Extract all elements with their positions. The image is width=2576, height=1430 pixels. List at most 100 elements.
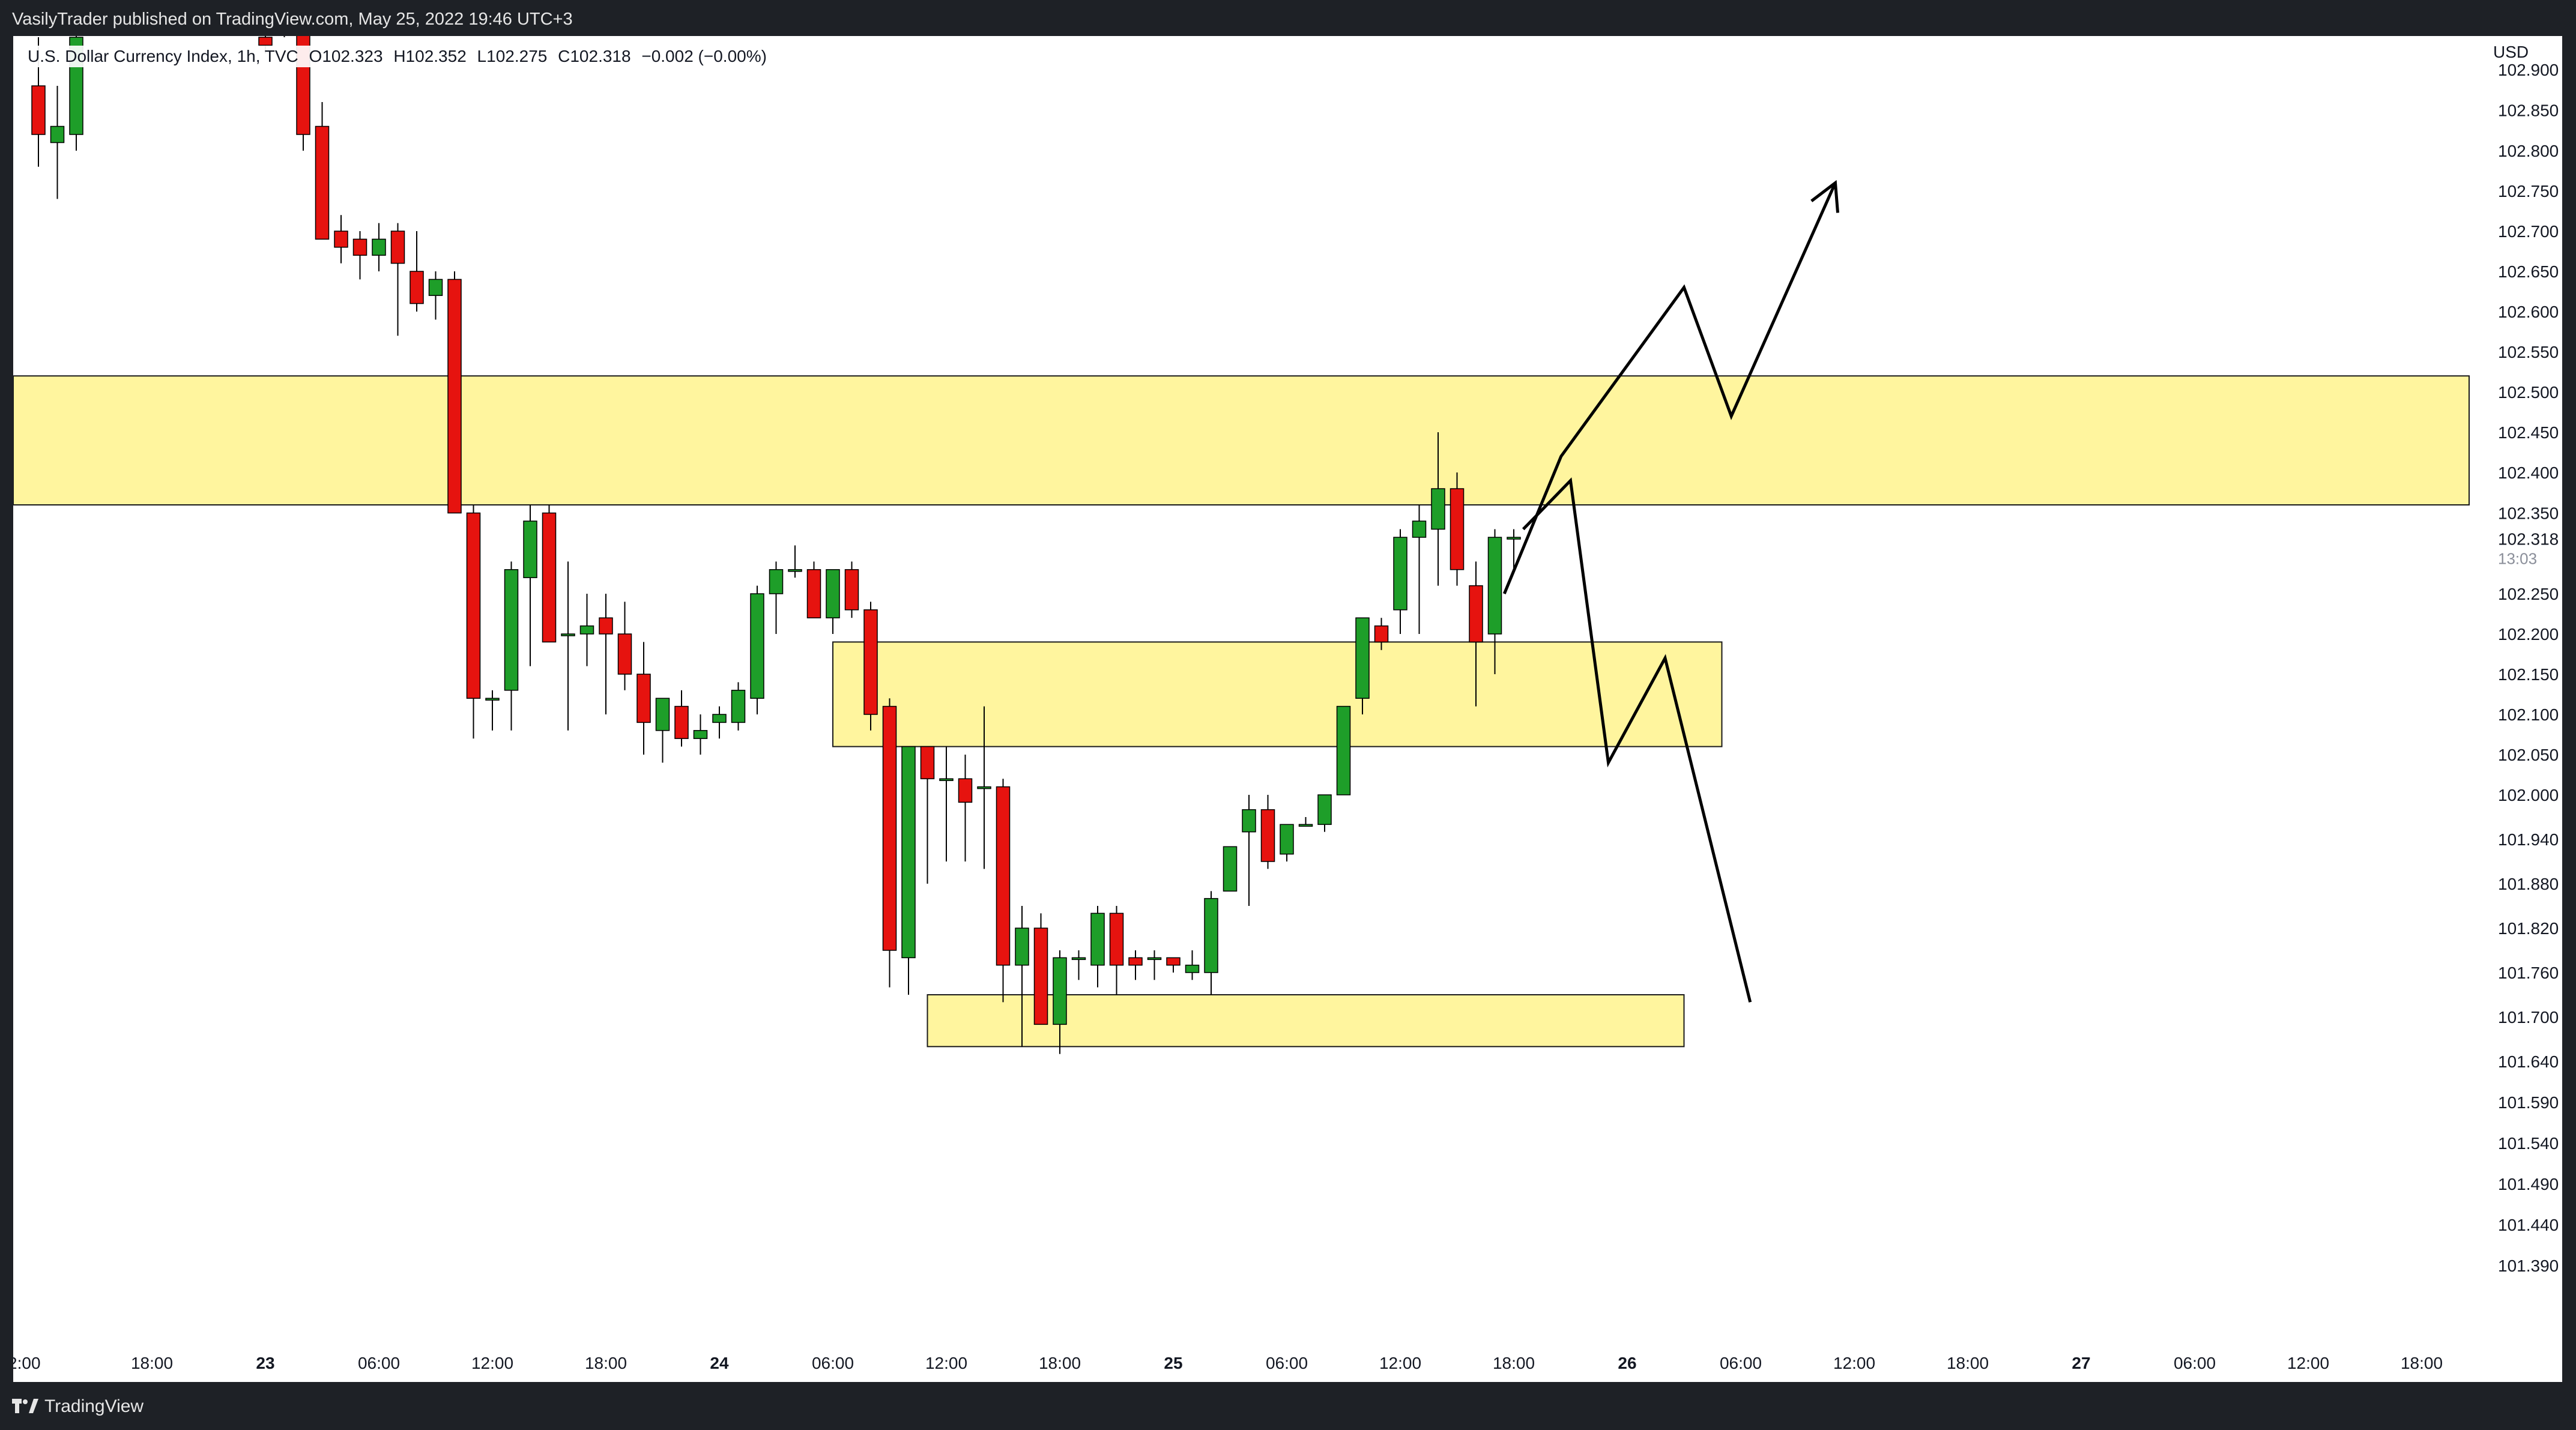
candle-body[interactable]	[939, 778, 954, 781]
y-tick-label: 102.350	[2498, 504, 2559, 523]
candle-body[interactable]	[1147, 957, 1162, 961]
candle-body[interactable]	[826, 569, 840, 618]
y-tick-label: 102.100	[2498, 705, 2559, 724]
candle-body[interactable]	[1033, 928, 1048, 1025]
candle-body[interactable]	[674, 705, 689, 739]
candle-body[interactable]	[1317, 794, 1332, 825]
chart-area[interactable]: 102.900 102.850 102.800 102.750 102.700 102.6…	[13, 36, 2562, 1382]
candle-body[interactable]	[1431, 488, 1445, 530]
candle-body[interactable]	[1298, 824, 1313, 827]
candle-body[interactable]	[1260, 809, 1275, 862]
projection-line[interactable]	[1502, 182, 1837, 594]
price-chart[interactable]: 102.900 102.850 102.800 102.750 102.700 102.6…	[13, 36, 2562, 1382]
candle-body[interactable]	[844, 569, 859, 611]
x-tick-label: 23	[256, 1354, 274, 1372]
candle-body[interactable]	[1071, 957, 1086, 961]
candle-body[interactable]	[1412, 520, 1427, 538]
candle-body[interactable]	[1507, 537, 1521, 540]
candle-body[interactable]	[31, 85, 46, 135]
candle-body[interactable]	[561, 633, 575, 636]
y-tick-label: 102.650	[2498, 262, 2559, 281]
candle-body[interactable]	[1355, 617, 1370, 699]
candle-body[interactable]	[1374, 625, 1389, 643]
candle-body[interactable]	[1469, 585, 1483, 643]
candle-body[interactable]	[334, 231, 348, 248]
candle-body[interactable]	[882, 705, 897, 951]
candle-body[interactable]	[50, 125, 65, 143]
time-axis[interactable]	[13, 1354, 2562, 1382]
candle-body[interactable]	[996, 786, 1011, 966]
y-tick-label: 102.150	[2498, 665, 2559, 684]
candle-body[interactable]	[788, 569, 802, 572]
tradingview-logo-text: TradingView	[44, 1396, 144, 1416]
candle-body[interactable]	[258, 37, 273, 46]
candle-body[interactable]	[428, 279, 443, 296]
candle-body[interactable]	[447, 279, 462, 514]
y-tick-label: 101.880	[2498, 875, 2559, 893]
candle-body[interactable]	[636, 674, 651, 723]
candle-body[interactable]	[1015, 928, 1029, 966]
currency-label: USD	[2493, 43, 2529, 61]
x-tick-label: 27	[2072, 1354, 2090, 1372]
candle-body[interactable]	[1204, 898, 1218, 973]
candle-body[interactable]	[1336, 705, 1351, 795]
candle-body[interactable]	[977, 786, 991, 789]
candle-body[interactable]	[352, 238, 367, 256]
candle-body[interactable]	[731, 690, 746, 723]
candle-body[interactable]	[1242, 809, 1256, 833]
x-tick-label: 06:00	[358, 1354, 400, 1372]
candle-body[interactable]	[712, 714, 727, 723]
y-tick-label: 101.440	[2498, 1216, 2559, 1234]
candle-body[interactable]	[1185, 964, 1200, 973]
projection-line[interactable]	[1522, 477, 1752, 1003]
candle-body[interactable]	[523, 520, 537, 578]
candle-body[interactable]	[1223, 846, 1238, 892]
y-tick-label: 101.540	[2498, 1134, 2559, 1153]
candle-body[interactable]	[1090, 913, 1105, 966]
candle-body[interactable]	[806, 569, 821, 618]
x-tick-label: 06:00	[1266, 1354, 1308, 1372]
symbol-legend: U.S. Dollar Currency Index, 1h, TVC O102…	[24, 46, 776, 67]
candle-body[interactable]	[1128, 957, 1143, 966]
candle-body[interactable]	[920, 746, 935, 779]
candle-body[interactable]	[315, 125, 330, 240]
candle-body[interactable]	[542, 512, 557, 643]
candle-body[interactable]	[863, 609, 878, 715]
candle-body[interactable]	[410, 271, 424, 304]
candle-body[interactable]	[750, 593, 764, 699]
candle-body[interactable]	[466, 512, 481, 699]
candle-body[interactable]	[599, 617, 613, 635]
y-tick-label: 102.450	[2498, 423, 2559, 442]
candle-body[interactable]	[579, 625, 594, 635]
candle-body[interactable]	[769, 569, 784, 594]
candle-body[interactable]	[958, 778, 973, 803]
candle-body[interactable]	[901, 746, 916, 959]
x-tick-label: 06:00	[1720, 1354, 1762, 1372]
price-scale[interactable]	[2469, 36, 2562, 1382]
candle-body[interactable]	[1393, 537, 1407, 611]
candle-body[interactable]	[1280, 824, 1294, 855]
x-tick-label: 06:00	[812, 1354, 854, 1372]
published-info: VasilyTrader published on TradingView.co…	[12, 10, 573, 29]
candle-body[interactable]	[485, 698, 500, 701]
candle-body[interactable]	[390, 231, 405, 264]
tradingview-logo[interactable]: TradingView	[12, 1396, 144, 1417]
candle-body[interactable]	[655, 698, 670, 731]
candle-body[interactable]	[617, 633, 632, 675]
candle-body[interactable]	[1053, 957, 1067, 1025]
candle-body[interactable]	[504, 569, 519, 691]
y-tick-label: 102.900	[2498, 61, 2559, 79]
candle-body[interactable]	[1166, 957, 1181, 966]
candle-body[interactable]	[1109, 913, 1124, 966]
x-tick-label: 12:00	[471, 1354, 513, 1372]
candle-body[interactable]	[1487, 537, 1502, 635]
candle-body[interactable]	[693, 730, 708, 739]
y-tick-label: 102.250	[2498, 585, 2559, 603]
candle-body[interactable]	[372, 238, 386, 256]
y-tick-label: 102.050	[2498, 746, 2559, 764]
x-tick-label: 06:00	[2174, 1354, 2216, 1372]
zone-rect-1[interactable]	[832, 641, 1723, 747]
zone-rect-0[interactable]	[13, 375, 2470, 506]
candle-body[interactable]	[1450, 488, 1465, 570]
y-tick-label: 102.800	[2498, 142, 2559, 160]
